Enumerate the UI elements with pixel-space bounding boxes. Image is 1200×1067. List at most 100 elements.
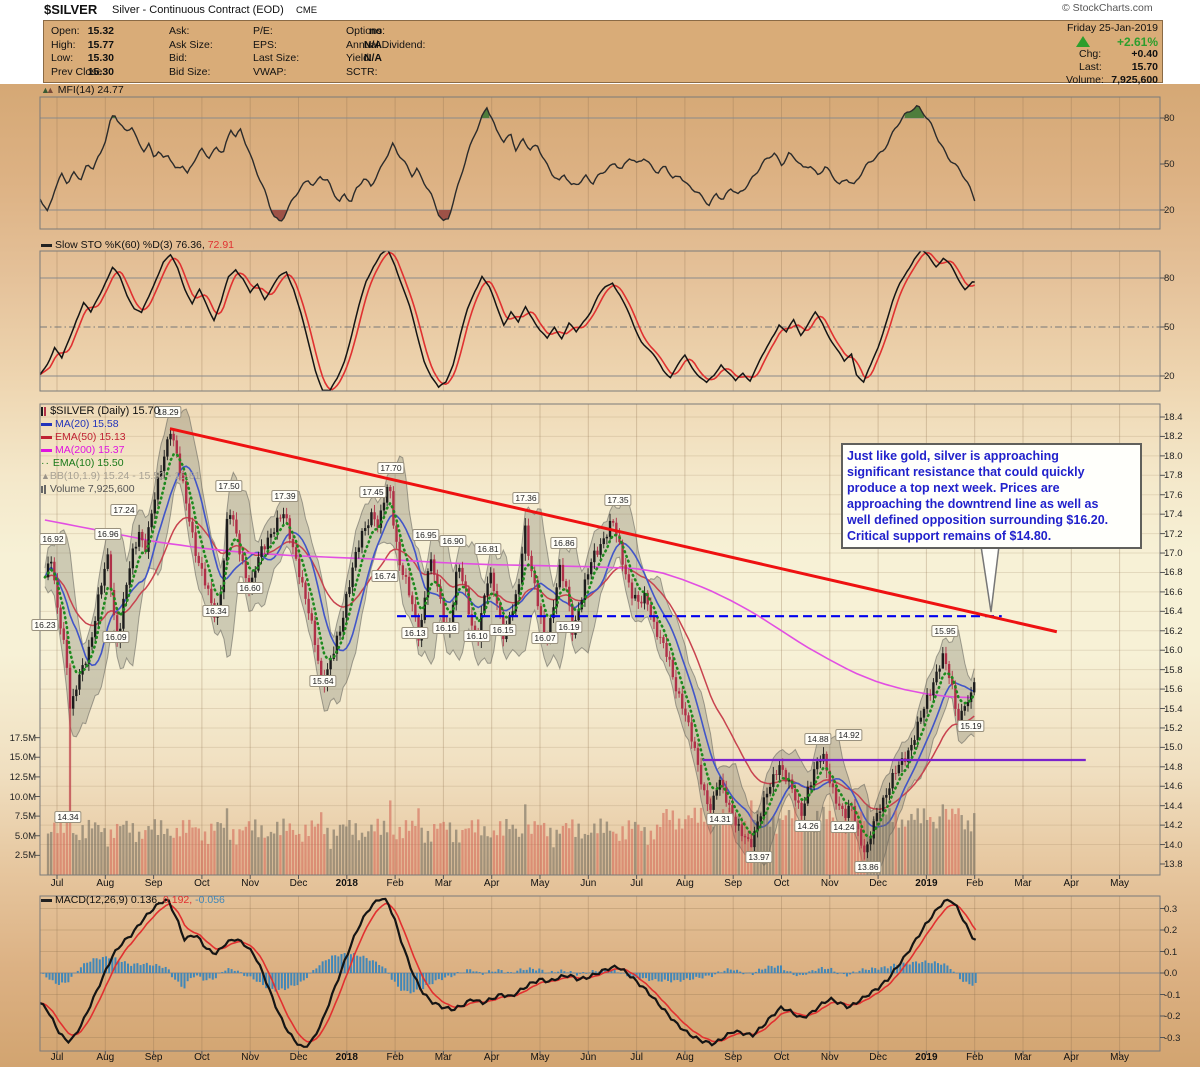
volume-tick-label: 12.5M [9,771,36,783]
price-flag: 16.95 [412,529,440,541]
x-axis-month-label: 2018 [335,878,358,889]
x-axis-month-label: Sep [144,878,163,889]
mfi-title-text: MFI(14) 24.77 [57,84,124,96]
y-axis-tick-label: 14.0 [1164,839,1183,851]
quote-col4-label: Options: [346,25,386,37]
mfi-icon: ▲ [41,85,50,95]
legend-band-row: ▲BB(10,1.9) 15.24 - 15.52 - 15.81 [41,470,201,482]
y-axis-tick-label: 13.8 [1164,858,1183,870]
x-axis-month-label: Nov [241,1052,260,1063]
price-flag: 15.95 [931,625,959,637]
x-axis-month-label: Oct [194,878,210,889]
macd-title: MACD(12,26,9) 0.136, 0.192, -0.056 [41,894,225,906]
quote-col1-value: 15.77 [87,38,114,51]
x-axis-month-label: Apr [483,1052,500,1063]
legend-text: BB(10,1.9) 15.24 - 15.52 - 15.81 [49,470,201,482]
price-flag: 16.60 [236,582,264,594]
legend-line-row: MA(200) 15.37 [41,444,124,456]
legend-line-row: EMA(50) 15.13 [41,431,126,443]
symbol-title: $SILVER [44,2,98,17]
price-flag: 16.09 [102,631,130,643]
x-axis-month-label: Oct [773,1052,790,1063]
quote-col3-label: VWAP: [253,65,287,78]
price-flag: 14.31 [706,813,734,825]
legend-text: EMA(50) 15.13 [55,431,126,443]
quote-col2-label: Ask: [169,25,190,37]
volume-tick-label: 15.0M [9,752,36,764]
x-axis-month-label: Feb [966,878,984,889]
mfi-title: ▲▲ MFI(14) 24.77 [41,84,124,96]
sto-tick-label: 80 [1164,273,1175,284]
mfi-tick-label: 20 [1164,204,1175,216]
sto-plot [40,251,975,391]
volume-tick-label: 17.5M [9,732,36,744]
x-axis-month-label: Feb [386,1052,404,1063]
price-flag: 14.24 [830,821,858,833]
x-axis-month-label: May [530,878,550,889]
quote-col1-label: Low: [51,52,74,64]
y-axis-tick-label: 17.4 [1164,509,1183,521]
legend-text: MA(20) 15.58 [55,418,119,430]
y-axis-tick-label: 18.0 [1164,450,1183,462]
x-axis-month-label: Jun [580,1052,597,1063]
quote-date: Friday 25-Jan-2019 [1066,22,1158,34]
price-flag: 16.86 [550,537,578,549]
y-axis-tick-label: 14.8 [1164,761,1183,773]
annotation-line: approaching the downtrend line as well a… [847,497,1099,512]
price-flag: 17.39 [271,490,299,502]
x-axis-month-label: Aug [675,1052,694,1063]
price-panel-title-text: $SILVER (Daily) 15.70 [50,405,160,417]
quote-col4-label: SCTR: [346,65,378,78]
chart-background [0,84,1200,1067]
price-flag: 16.81 [474,543,502,555]
x-axis-month-label: May [1110,1052,1130,1063]
y-axis-tick-label: 17.6 [1164,489,1183,501]
annotation-line: significant resistance that could quickl… [847,465,1085,480]
price-flag: 15.64 [309,675,337,687]
ma200-line [44,519,973,699]
macd-tick-label: -0.3 [1164,1032,1181,1044]
y-axis-tick-label: 18.4 [1164,412,1183,423]
x-axis-month-label: Oct [773,878,790,889]
volume-swatch-icon [41,485,43,493]
macd-plot [40,897,977,1048]
x-axis-month-label: Nov [820,1052,839,1063]
x-axis-month-label: Dec [289,1052,308,1063]
price-flag: 16.74 [371,570,399,582]
x-axis-month-label: Mar [434,878,453,889]
exchange-label: CME [296,5,318,16]
annotation-line: Just like gold, silver is approaching [847,449,1059,463]
tick-marks [35,117,1165,1055]
x-axis-month-label: May [530,1052,550,1063]
annotation-line: well defined opposition surrounding $16.… [847,513,1109,528]
sto-title: Slow STO %K(60) %D(3) 76.36, 72.91 [41,239,234,251]
quote-col1-label: Open: [51,25,80,37]
quote-panel: Friday 25-Jan-2019 +2.61% Chg: +0.40 Las… [43,20,1163,86]
price-flag: 17.36 [512,492,540,504]
price-flag: 14.92 [835,729,863,741]
x-axis-month-label: Jul [50,1052,64,1063]
x-axis-month-label: Dec [869,878,887,889]
price-flag: 16.19 [555,621,583,633]
x-axis-month-label: Aug [96,878,115,889]
price-flag: 14.34 [54,811,82,823]
price-flag: 16.92 [39,533,67,545]
y-axis-tick-label: 15.8 [1164,664,1183,676]
macd-tick-label: -0.1 [1164,989,1181,1001]
sto-title-text: 72.91 [207,239,234,251]
quote-col3-label: P/E: [253,25,273,37]
legend-dots-row: ·· EMA(10) 15.50 [41,457,124,469]
price-flag: 16.23 [31,619,59,631]
instrument-name: Silver - Continuous Contract (EOD) [112,4,284,16]
macd-title-text: 0.136, [130,894,163,906]
legend-text: EMA(10) 15.50 [52,457,124,469]
x-axis-month-label: Feb [966,1052,984,1063]
line-swatch-icon [41,448,52,452]
candlestick-icon [44,406,46,416]
sto-title-text: Slow STO %K(60) %D(3) [55,239,176,251]
x-axis-month-label: 2018 [335,1052,358,1063]
mfi-tick-label: 80 [1164,113,1175,124]
price-flag: 17.50 [215,480,243,492]
price-flag: 14.88 [804,733,832,745]
